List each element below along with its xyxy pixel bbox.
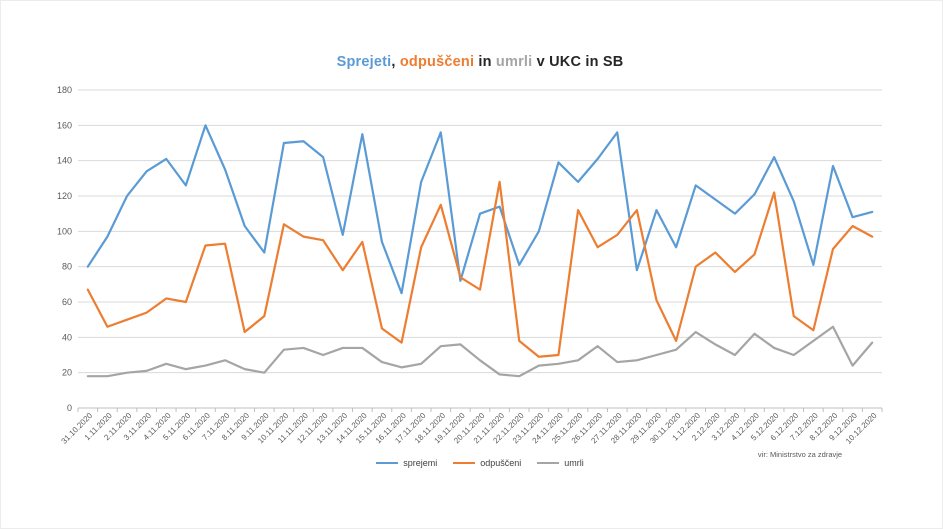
chart-title-segment: Sprejeti [336,54,392,70]
legend-item-odpuščeni: odpuščeni [453,458,521,468]
series-line-odpuščeni [86,180,874,358]
source-note: vir: Ministrstvo za zdravje [757,450,843,459]
series-line-umrli [86,325,874,378]
legend-label: sprejemi [403,458,438,468]
chart-title: Sprejeti, odpuščeni in umrli v UKC in SB [78,54,882,70]
y-axis-tick-label: 100 [57,226,72,236]
y-axis-tick-label: 0 [67,403,72,413]
chart-legend: sprejemi odpuščeni umrli [78,458,882,468]
legend-item-umrli: umrli [537,458,584,468]
y-axis-tick-label: 160 [57,120,72,130]
y-axis-tick-label: 120 [57,191,72,201]
y-axis-tick-labels: 0 20 40 60 80 100 120 140 160 180 [57,85,72,413]
y-axis-tick-label: 80 [62,262,72,272]
y-axis-tick-label: 20 [62,368,72,378]
chart-title-segment: in [474,54,496,70]
chart-title-segment: , [391,54,400,70]
y-axis-tick-label: 140 [57,156,72,166]
x-axis-tick-labels: 31.10.20201.11.20202.11.20203.11.20204.1… [60,411,879,446]
legend-swatch [537,461,560,465]
series-line-sprejemi [86,124,874,295]
legend-item-sprejemi: sprejemi [376,458,437,468]
x-axis [77,407,883,412]
chart-title-segment: odpuščeni [399,54,475,70]
chart-title-segment: umrli [495,54,533,70]
y-axis-tick-label: 40 [62,332,72,342]
chart-title-segment: v UKC in SB [532,54,624,70]
series-lines [86,124,874,378]
legend-label: odpuščeni [480,458,522,468]
legend-label: umrli [564,458,584,468]
legend-swatch [376,461,399,465]
legend-swatch [453,461,476,465]
gridlines [78,89,882,374]
y-axis-tick-label: 180 [57,85,72,95]
y-axis-tick-label: 60 [62,297,72,307]
